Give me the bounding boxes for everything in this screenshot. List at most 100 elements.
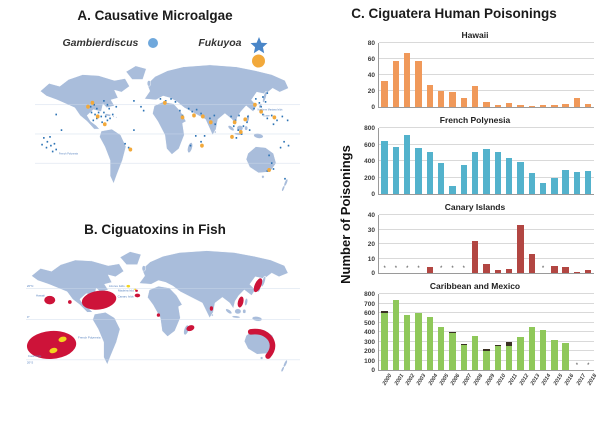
base-segment [471, 335, 479, 370]
value-segment [404, 135, 411, 194]
bar [517, 225, 524, 273]
bar [404, 314, 411, 370]
bar-slot [458, 128, 469, 194]
gambierdiscus-point [189, 144, 192, 147]
bar-slot [515, 128, 526, 194]
value-segment [426, 151, 434, 194]
gambierdiscus-point [133, 129, 135, 131]
value-segment [381, 141, 388, 194]
plot-area: * * * * * * * * [378, 214, 594, 274]
poisonings-charts: Hawaii 0 20 40 60 80 French Polynesia 0 200 400 60… [356, 30, 598, 400]
gambierdiscus-point [213, 114, 216, 117]
gridline [379, 293, 594, 294]
bar [562, 267, 569, 273]
bar-slot [537, 43, 548, 107]
base-segment [392, 299, 400, 370]
bar-slot [537, 294, 548, 370]
value-segment [460, 165, 467, 194]
gambierdiscus-icon [148, 38, 159, 48]
base-segment [505, 346, 513, 370]
bar [562, 169, 569, 194]
gambierdiscus-point [46, 140, 49, 143]
bar [585, 170, 592, 194]
bar-slot [526, 43, 537, 107]
x-tick: 2009 [480, 371, 496, 393]
value-segment [460, 98, 467, 107]
gambierdiscus-point [108, 107, 110, 110]
base-segment [539, 329, 547, 370]
value-segment [539, 105, 547, 107]
bar [438, 91, 445, 107]
gridline [379, 214, 594, 215]
fukuyoa-point [90, 100, 95, 105]
bar-slot [424, 43, 435, 107]
value-segment [494, 105, 501, 107]
fukuyoa-point [243, 117, 248, 122]
bar-slot [447, 294, 458, 370]
gambierdiscus-point [96, 107, 98, 110]
base-segment [517, 337, 524, 370]
gambierdiscus-point [94, 113, 96, 116]
gambierdiscus-point [53, 142, 56, 145]
fukuyoa-point [232, 120, 237, 125]
gambierdiscus-point [191, 110, 194, 113]
gambierdiscus-point [97, 111, 100, 114]
top-segment-segment [494, 344, 501, 347]
bar-slot [481, 294, 492, 370]
x-tick: 2015 [549, 371, 565, 393]
bar [539, 329, 547, 370]
bar-slot: * [447, 215, 458, 273]
bar [438, 326, 445, 370]
bar-slot [413, 294, 424, 370]
value-segment [528, 106, 535, 107]
bar-slot [492, 43, 503, 107]
value-segment [483, 264, 490, 273]
gambierdiscus-point [270, 114, 273, 117]
bar-slot: * [458, 215, 469, 273]
bar-slot [515, 294, 526, 370]
no-data-marker: * [451, 266, 454, 272]
chart-canary-islands: Canary Islands 0 10 20 30 40 * * * * * * * * [356, 202, 594, 277]
bar-slot [413, 43, 424, 107]
map-b-labels: Azores Islds.Madeira Isld Canary Islds Haw… [27, 284, 134, 365]
gridline [379, 331, 594, 332]
bar [438, 163, 445, 194]
gridline [379, 42, 594, 43]
bar-slot [583, 43, 594, 107]
base-segment [381, 313, 388, 370]
bar-slot [436, 294, 447, 370]
bar-slot [379, 294, 390, 370]
gambierdiscus-point [281, 115, 284, 118]
x-tick: 2002 [401, 371, 417, 393]
y-axis: 0 20 40 60 80 [356, 40, 378, 111]
value-segment [562, 103, 569, 107]
gambierdiscus-point [214, 123, 216, 126]
value-segment [404, 52, 411, 107]
bar [381, 80, 388, 107]
bar-slot: * [537, 215, 548, 273]
top-segment-segment [460, 343, 467, 346]
bar [494, 151, 501, 194]
bar [449, 186, 456, 194]
bar-slot [549, 128, 560, 194]
base-segment [415, 313, 422, 370]
y-axis: 0 200 400 600 800 [356, 125, 378, 198]
gambierdiscus-point [268, 154, 270, 157]
bar-slot: * [390, 215, 401, 273]
gambierdiscus-point [209, 117, 211, 120]
bar [551, 265, 558, 273]
bar [494, 344, 501, 370]
bar [505, 341, 513, 370]
bar [528, 106, 535, 107]
gambierdiscus-point [104, 115, 107, 118]
bar-slot [583, 128, 594, 194]
value-segment [438, 163, 445, 194]
value-segment [528, 173, 535, 194]
bar-slot [390, 128, 401, 194]
base-segment [483, 350, 490, 370]
bar-slot [447, 128, 458, 194]
y-tick-label: 300 [364, 338, 375, 346]
bar-slot [560, 128, 571, 194]
gridline [379, 321, 594, 323]
chart-title: French Polynesia [439, 115, 511, 125]
